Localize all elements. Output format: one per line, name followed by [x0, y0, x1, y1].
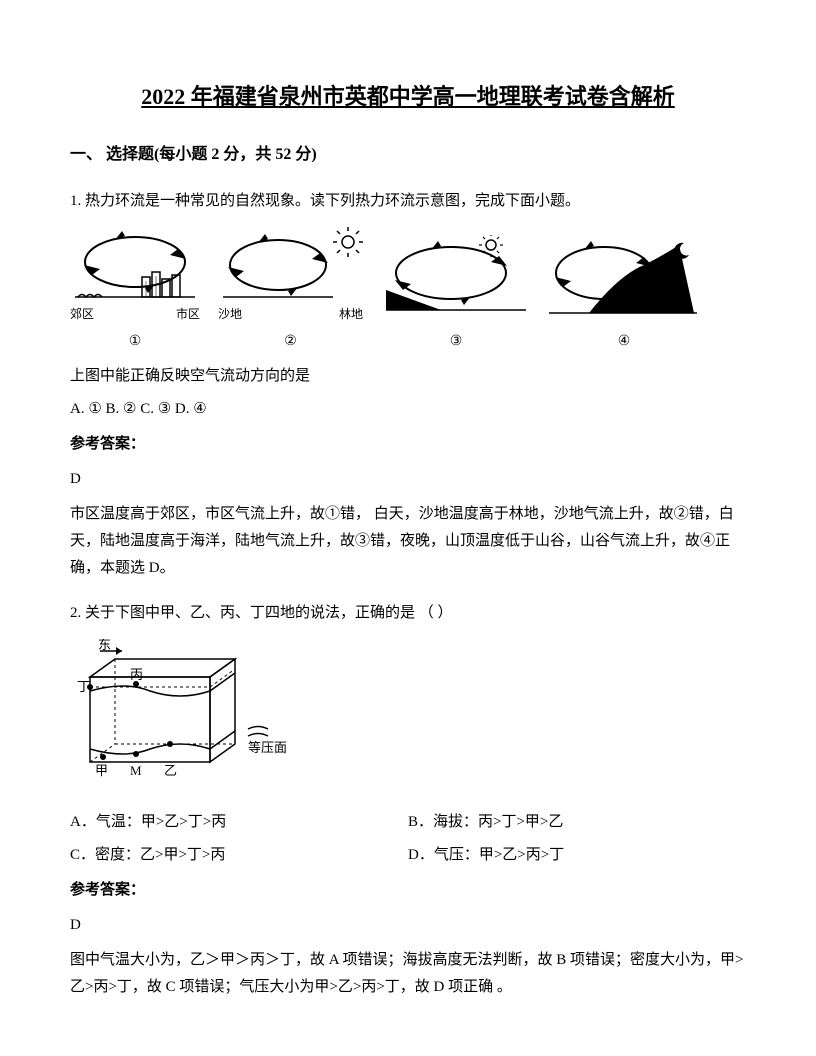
q2-optD: D．气压：甲>乙>丙>丁 [408, 842, 746, 869]
page-title: 2022 年福建省泉州市英都中学高一地理联考试卷含解析 [70, 80, 746, 113]
d2-left-label: 沙地 [218, 304, 242, 326]
q1-options: A. ① B. ② C. ③ D. ④ [70, 396, 746, 423]
q2-answer-label: 参考答案： [70, 877, 746, 904]
q1-intro: 1. 热力环流是一种常见的自然现象。读下列热力环流示意图，完成下面小题。 [70, 188, 746, 215]
q2-optA: A．气温：甲>乙>丁>丙 [70, 809, 408, 836]
q2-optC: C．密度：乙>甲>丁>丙 [70, 842, 408, 869]
q1-diagrams: 郊区 市区 ① 沙地 林地 ② [70, 227, 746, 355]
label-dengyamian: 等压面 [248, 740, 287, 755]
d4-num: ④ [618, 329, 631, 354]
q2-diagram: 东 丁 丙 甲 M 乙 等压面 [70, 639, 746, 799]
label-jia: 甲 [95, 763, 108, 778]
diagram-4: ④ [549, 235, 699, 354]
label-ding: 丁 [77, 679, 90, 694]
diagram-1-svg [70, 227, 200, 302]
q2-answer: D [70, 912, 746, 939]
d1-left-label: 郊区 [70, 304, 94, 326]
q2-explanation: 图中气温大小为，乙＞甲＞丙＞丁，故 A 项错误；海拔高度无法判断，故 B 项错误… [70, 947, 746, 1001]
q2-intro: 2. 关于下图中甲、乙、丙、丁四地的说法，正确的是 （ ） [70, 600, 746, 627]
label-m: M [130, 763, 142, 778]
q2-svg: 东 丁 丙 甲 M 乙 等压面 [70, 639, 300, 789]
q1-subquestion: 上图中能正确反映空气流动方向的是 [70, 363, 746, 390]
label-yi: 乙 [164, 763, 177, 778]
d3-num: ③ [450, 329, 463, 354]
diagram-3: ③ [381, 235, 531, 354]
q1-explanation: 市区温度高于郊区，市区气流上升，故①错， 白天，沙地温度高于林地，沙地气流上升，… [70, 501, 746, 582]
q2-optB: B．海拔：丙>丁>甲>乙 [408, 809, 746, 836]
diagram-2: 沙地 林地 ② [218, 227, 363, 355]
diagram-1: 郊区 市区 ① [70, 227, 200, 355]
diagram-2-svg [218, 227, 363, 302]
diagram-3-svg [381, 235, 531, 325]
q1-answer: D [70, 466, 746, 493]
d2-num: ② [284, 329, 297, 354]
diagram-4-svg [549, 235, 699, 325]
d1-right-label: 市区 [176, 304, 200, 326]
label-bing: 丙 [130, 667, 143, 682]
q1-answer-label: 参考答案： [70, 431, 746, 458]
label-dong: 东 [98, 639, 111, 652]
q2-options: A．气温：甲>乙>丁>丙 B．海拔：丙>丁>甲>乙 C．密度：乙>甲>丁>丙 D… [70, 809, 746, 869]
section-header: 一、 选择题(每小题 2 分，共 52 分) [70, 141, 746, 170]
d2-right-label: 林地 [339, 304, 363, 326]
d1-num: ① [129, 329, 142, 354]
